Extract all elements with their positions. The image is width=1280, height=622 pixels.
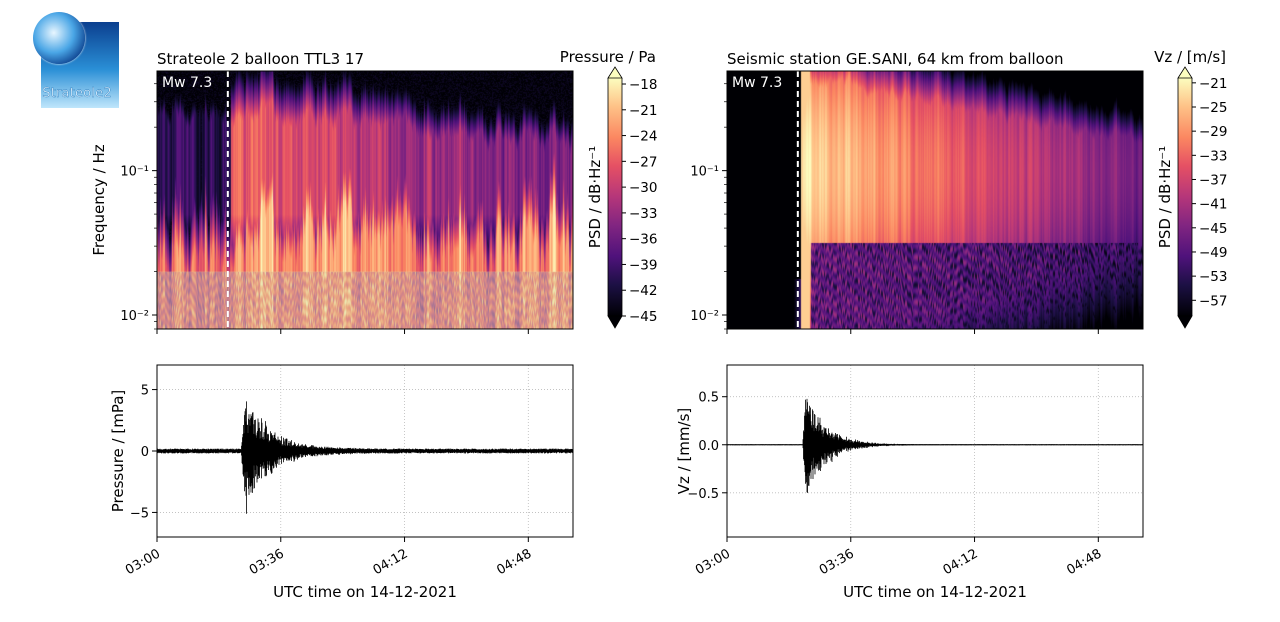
axes-frame	[156, 364, 574, 538]
colorbar-tick-label: −21	[1199, 76, 1228, 92]
seismic-spectrogram	[727, 71, 1143, 329]
colorbar-tick-label: −53	[1199, 269, 1228, 285]
colorbar-tick-label: −25	[1199, 100, 1228, 116]
balloon-spectrogram	[157, 71, 573, 329]
colorbar-extend-max	[607, 66, 623, 79]
y-tick-label: 10⁻¹	[690, 165, 719, 180]
y-tick-label: −5	[130, 506, 149, 521]
colorbar-tick-label: −27	[629, 154, 658, 170]
colorbar-tick-label: −41	[1199, 197, 1228, 213]
colorbar-tick-label: −37	[1199, 172, 1228, 188]
colorbar-tick-label: −33	[629, 206, 658, 222]
colorbar-tick-label: −36	[629, 232, 658, 248]
y-tick-label: 0.0	[698, 439, 719, 454]
event-label: Mw 7.3	[732, 75, 782, 91]
colorbar-title: Vz / [m/s]	[1154, 48, 1226, 66]
colorbar-tick-label: −18	[629, 77, 658, 93]
plot-title: Strateole 2 balloon TTL3 17	[157, 50, 364, 68]
shaded-low-frequency-region	[157, 271, 573, 329]
y-tick-label: 10⁻²	[120, 309, 149, 324]
axes-0	[152, 66, 626, 334]
x-axis-label: UTC time on 14-12-2021	[273, 583, 457, 601]
y-tick-label: 10⁻²	[690, 309, 719, 324]
event-label: Mw 7.3	[162, 75, 212, 91]
x-tick-label: 04:12	[941, 546, 981, 578]
axes-1	[722, 66, 1196, 334]
colorbar-tick-label: −29	[1199, 124, 1228, 140]
logo-text: Strateole2	[42, 86, 112, 101]
colorbar	[1178, 78, 1192, 316]
colorbar-tick-label: −42	[629, 283, 658, 299]
waveform-line	[156, 401, 573, 514]
y-tick-label: −0.5	[687, 487, 719, 502]
x-tick-label: 03:36	[247, 546, 287, 578]
y-tick-label: 10⁻¹	[120, 165, 149, 180]
waveform-line	[726, 398, 1143, 493]
colorbar-tick-label: −49	[1199, 245, 1228, 261]
y-axis-label: Vz / [mm/s]	[675, 408, 693, 495]
colorbar-label: PSD / dB·Hz⁻¹	[1156, 146, 1174, 248]
axes-frame	[726, 70, 1144, 330]
x-tick-label: 04:48	[1064, 546, 1104, 578]
colorbar	[608, 78, 622, 316]
x-tick-label: 04:12	[371, 546, 411, 578]
axes-frame	[726, 364, 1144, 538]
x-tick-label: 03:36	[817, 546, 857, 578]
colorbar-tick-label: −45	[1199, 221, 1228, 237]
axes-frame	[156, 70, 574, 330]
colorbar-extend-min	[607, 315, 623, 329]
colorbar-tick-label: −45	[629, 309, 658, 325]
colorbar-tick-label: −57	[1199, 293, 1228, 309]
colorbar-title: Pressure / Pa	[560, 48, 656, 66]
colorbar-label: PSD / dB·Hz⁻¹	[586, 146, 604, 248]
x-tick-label: 04:48	[494, 546, 534, 578]
colorbar-tick-label: −39	[629, 257, 658, 273]
globe-icon	[33, 12, 85, 64]
colorbar-tick-label: −24	[629, 129, 658, 145]
y-axis-label: Frequency / Hz	[90, 144, 108, 255]
colorbar-extend-min	[1177, 315, 1193, 329]
x-axis-label: UTC time on 14-12-2021	[843, 583, 1027, 601]
colorbar-tick-label: −21	[629, 103, 658, 119]
y-tick-label: 5	[141, 384, 149, 399]
plot-title: Seismic station GE.SANI, 64 km from ball…	[727, 50, 1064, 68]
axes-2	[152, 364, 574, 542]
colorbar-extend-max	[1177, 66, 1193, 79]
y-axis-label: Pressure / [mPa]	[109, 390, 127, 513]
y-tick-label: 0.5	[698, 391, 719, 406]
colorbar-tick-label: −30	[629, 180, 658, 196]
x-tick-label: 03:00	[693, 546, 733, 578]
y-tick-label: 0	[141, 445, 149, 460]
colorbar-tick-label: −33	[1199, 148, 1228, 164]
axes-3	[722, 364, 1144, 542]
colorbar-frame	[607, 78, 623, 316]
strateole2-logo: Strateole2	[33, 12, 119, 108]
x-tick-label: 03:00	[123, 546, 163, 578]
